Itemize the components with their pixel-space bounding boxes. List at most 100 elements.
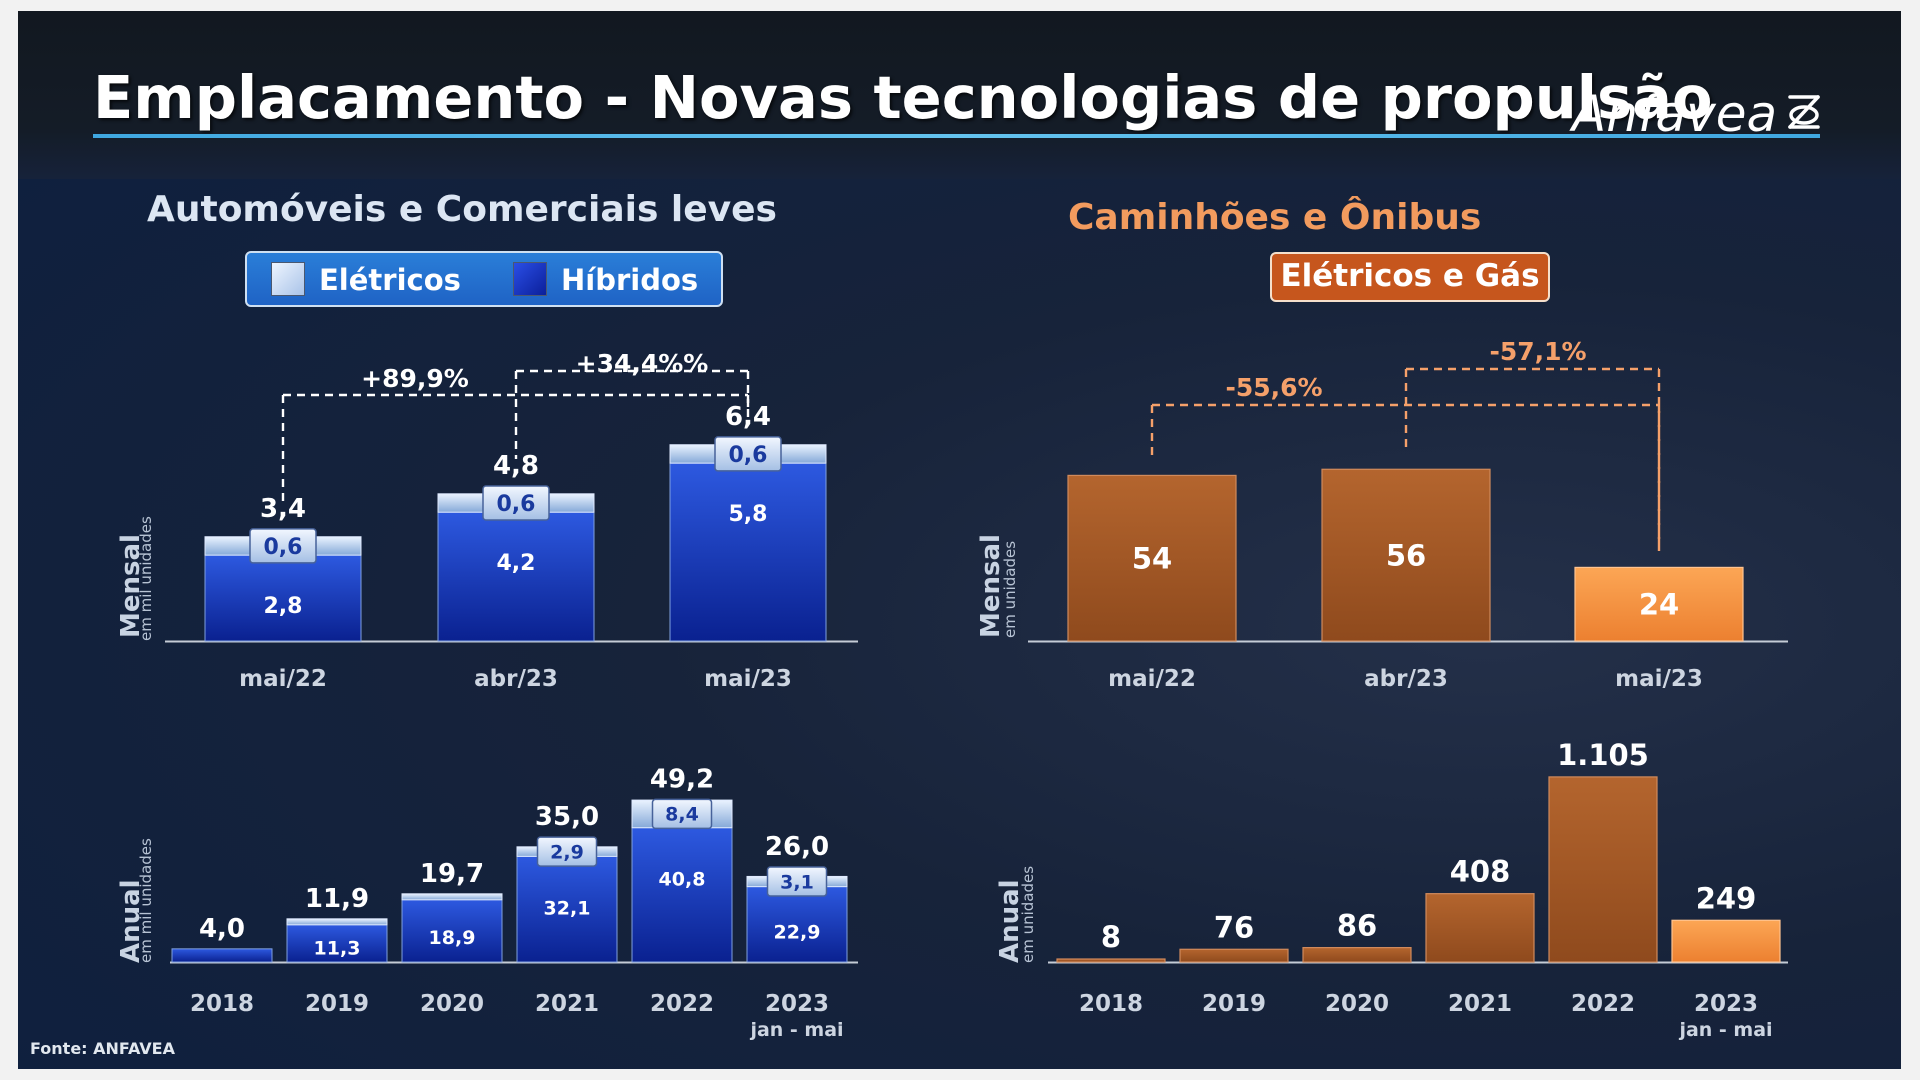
section-title-light-vehicles: Automóveis e Comerciais leves — [147, 189, 777, 230]
legend-swatch-eletricos — [271, 262, 305, 296]
x-tick-label: 2018 — [190, 991, 254, 1017]
data-label-eletricos-label: 3,1 — [780, 871, 814, 893]
bar-heavy — [1179, 948, 1289, 963]
bar-hibridos — [286, 924, 388, 963]
page-title: Emplacamento - Novas tecnologias de prop… — [93, 63, 1713, 132]
data-label-hibridos: 32,1 — [544, 897, 591, 919]
data-label-eletricos-box — [536, 836, 598, 867]
x-tick-note-right: jan - mai — [1678, 1019, 1772, 1041]
data-label-eletricos-label: 0,6 — [497, 492, 536, 517]
title-underline — [93, 134, 1820, 138]
x-tick-label: abr/23 — [474, 666, 558, 692]
comparison-right-2-label: -57,1% — [1489, 337, 1586, 366]
brand-logo: Anfavea — [1569, 85, 1820, 143]
section-title-trucks-buses: Caminhões e Ônibus — [1068, 197, 1482, 238]
bar-hibridos — [746, 886, 848, 963]
bar-heavy — [1302, 946, 1412, 963]
data-label: 86 — [1337, 909, 1377, 943]
data-label-hibridos: 5,8 — [729, 502, 768, 527]
y-unit-anual-right: em unidades — [1019, 866, 1037, 963]
axis-labels: Mensal em mil unidades Anual em mil unid… — [116, 516, 1037, 963]
y-label-mensal-left: Mensal — [116, 534, 146, 638]
x-tick-label: 2021 — [1448, 991, 1512, 1017]
bar-hibridos — [171, 948, 273, 963]
total-label: 4,0 — [199, 914, 245, 944]
y-unit-mensal-right: em unidades — [1001, 541, 1019, 638]
data-label-eletricos-box — [651, 798, 713, 830]
legend-label-eletricos: Elétricos — [319, 263, 461, 297]
data-label: 249 — [1696, 881, 1757, 915]
data-label-eletricos-label: 2,9 — [550, 841, 584, 863]
brand-emblem-icon — [1788, 95, 1820, 129]
total-label: 11,9 — [305, 884, 369, 914]
x-tick-label: 2020 — [1325, 991, 1389, 1017]
data-label: 1.105 — [1557, 738, 1649, 772]
data-label-eletricos-label: 0,6 — [729, 443, 768, 468]
bar-hibridos — [669, 462, 827, 642]
x-tick-label: 2023 — [1694, 991, 1758, 1017]
legend-label-hibridos: Híbridos — [561, 263, 699, 297]
bar-heavy — [1425, 893, 1535, 963]
bar-heavy — [1067, 474, 1237, 642]
x-tick-label: 2023 — [765, 991, 829, 1017]
legend-trucks-buses: Elétricos e Gás — [1270, 252, 1550, 302]
x-tick-label: 2022 — [650, 991, 714, 1017]
bar-hibridos — [631, 827, 733, 963]
x-tick-label: 2019 — [1202, 991, 1266, 1017]
bar-hibridos — [204, 554, 362, 642]
bar-heavy — [1574, 566, 1744, 642]
x-tick-label: 2021 — [535, 991, 599, 1017]
total-label: 19,7 — [420, 859, 484, 889]
data-label: 24 — [1639, 588, 1679, 622]
total-label: 35,0 — [535, 802, 599, 832]
data-label-hibridos: 11,3 — [314, 937, 361, 959]
data-label-eletricos-label: 8,4 — [665, 804, 699, 826]
brand-logo-text: Anfavea — [1569, 85, 1777, 143]
y-label-anual-left: Anual — [116, 879, 146, 963]
data-label-hibridos: 2,8 — [264, 594, 303, 619]
legend-light-vehicles: Elétricos Híbridos — [245, 251, 723, 307]
bar-eletricos — [286, 918, 388, 926]
y-label-mensal-right: Mensal — [976, 534, 1006, 638]
x-tick-label: 2018 — [1079, 991, 1143, 1017]
x-tick-label: 2020 — [420, 991, 484, 1017]
x-tick-label: 2019 — [305, 991, 369, 1017]
bar-hibridos — [401, 899, 503, 963]
legend-swatch-hibridos — [513, 262, 547, 296]
bar-hibridos — [516, 855, 618, 963]
header — [18, 11, 1901, 179]
data-label-eletricos-label: 0,6 — [264, 535, 303, 560]
data-label-eletricos-box — [249, 528, 317, 564]
y-label-anual-right: Anual — [995, 879, 1025, 963]
bar-heavy — [1321, 468, 1491, 642]
data-label-eletricos-box — [482, 485, 550, 521]
bar-hibridos — [437, 511, 595, 642]
x-tick-label: mai/23 — [1615, 666, 1703, 692]
x-tick-label: 2022 — [1571, 991, 1635, 1017]
x-tick-note-left: jan - mai — [749, 1019, 843, 1041]
bar-heavy — [1548, 776, 1658, 963]
comparison-right-1-label: -55,6% — [1225, 373, 1322, 402]
data-label-hibridos: 4,2 — [497, 551, 536, 576]
data-label-eletricos-box — [766, 866, 828, 897]
bar-eletricos — [401, 893, 503, 901]
data-label-hibridos: 40,8 — [659, 869, 706, 891]
source-note: Fonte: ANFAVEA — [30, 1039, 175, 1058]
y-unit-mensal-left: em mil unidades — [137, 516, 155, 641]
x-tick-label: mai/22 — [239, 666, 327, 692]
data-label-hibridos: 18,9 — [429, 927, 476, 949]
x-tick-label: mai/22 — [1108, 666, 1196, 692]
total-label: 49,2 — [650, 764, 714, 794]
data-label: 408 — [1450, 855, 1511, 889]
data-label: 8 — [1101, 920, 1121, 954]
data-label-hibridos: 22,9 — [774, 921, 821, 943]
y-unit-anual-left: em mil unidades — [137, 838, 155, 963]
bar-heavy — [1056, 958, 1166, 963]
bar-heavy — [1671, 919, 1781, 963]
slide: Emplacamento - Novas tecnologias de prop… — [18, 11, 1901, 1069]
data-label-eletricos-box — [714, 436, 782, 472]
x-tick-label: mai/23 — [704, 666, 792, 692]
charts-area: Mensal em mil unidades Anual em mil unid… — [116, 337, 1788, 1041]
total-label: 26,0 — [765, 832, 829, 862]
comparison-left-2-label: +34,4%% — [576, 349, 709, 378]
